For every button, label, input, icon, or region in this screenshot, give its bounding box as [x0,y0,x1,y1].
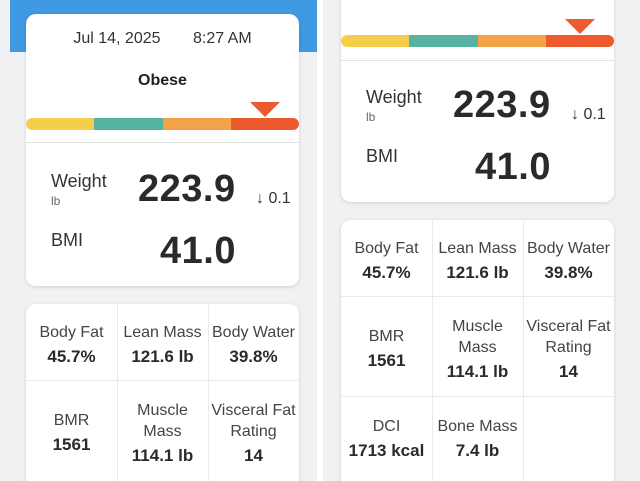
grid-line [432,220,433,481]
metric-bmr[interactable]: BMR 1561 [341,326,432,372]
metric-dci[interactable]: DCI 1713 kcal [341,416,432,462]
split-divider [317,0,323,481]
weight-label: Weight [366,87,422,107]
metric-value: 1561 [52,435,91,454]
left-panel: Jul 14, 2025 8:27 AM Obese Weight lb 223… [0,0,317,481]
scale-segment-normal [409,35,478,47]
metric-label: Visceral Fat Rating [526,318,611,356]
time-label: 8:27 AM [192,30,252,47]
metric-label: Body Water [212,324,295,341]
metric-lean-mass[interactable]: Lean Mass 121.6 lb [432,238,523,284]
metrics-card: Body Fat 45.7% Lean Mass 121.6 lb Body W… [341,220,614,481]
scale-segment-overweight [162,118,231,130]
metric-label: Body Water [527,240,610,257]
scale-segment-underweight [26,118,95,130]
metric-visceral-fat[interactable]: Visceral Fat Rating 14 [523,316,614,383]
weight-value: 223.9 [453,84,551,126]
metric-label: BMR [53,412,90,429]
metric-value: 114.1 lb [131,446,194,465]
grid-line [341,296,614,297]
metric-value: 7.4 lb [455,441,500,460]
metric-label: DCI [372,418,401,435]
card-divider [26,142,299,143]
metric-muscle-mass[interactable]: Muscle Mass 114.1 lb [117,400,208,467]
bmi-value: 41.0 [160,230,236,272]
metric-value: 14 [559,362,578,381]
bmi-scale-bar [26,118,299,130]
scale-segment-overweight [477,35,546,47]
metric-body-water[interactable]: Body Water 39.8% [208,322,299,368]
bmi-label: BMI [51,230,84,250]
scale-segment-obese [545,35,614,47]
metric-value: 1713 kcal [348,441,425,460]
bmi-value: 41.0 [475,146,551,188]
metric-label: Lean Mass [438,240,517,257]
weight-change: ↓ 0.1 [256,190,291,207]
scale-segment-underweight [341,35,410,47]
weight-change: ↓ 0.1 [571,106,606,123]
metric-value: 39.8% [544,263,593,282]
scale-marker-icon [565,19,595,34]
metric-label: Muscle Mass [452,318,503,356]
weight-value: 223.9 [138,168,236,210]
summary-card: Weight lb 223.9 ↓ 0.1 BMI 41.0 [341,0,614,202]
metric-value: 114.1 lb [446,362,509,381]
metric-muscle-mass[interactable]: Muscle Mass 114.1 lb [432,316,523,383]
metric-label: Body Fat [39,324,104,341]
grid-line [523,220,524,481]
metric-bmr[interactable]: BMR 1561 [26,410,117,456]
metric-value: 39.8% [229,347,278,366]
date-label: Jul 14, 2025 [73,30,161,47]
bmi-label: BMI [366,146,399,166]
summary-card: Jul 14, 2025 8:27 AM Obese Weight lb 223… [26,14,299,286]
grid-line [117,304,118,481]
weight-unit: lb [366,110,376,124]
card-divider [341,60,614,61]
scale-segment-obese [230,118,299,130]
weight-unit: lb [51,194,61,208]
metric-label: Bone Mass [437,418,518,435]
weight-label: Weight [51,171,107,191]
metric-label: Body Fat [354,240,419,257]
metric-label: Lean Mass [123,324,202,341]
metrics-card: Body Fat 45.7% Lean Mass 121.6 lb Body W… [26,304,299,481]
metric-value: 45.7% [362,263,411,282]
date-time-row: Jul 14, 2025 8:27 AM [26,30,299,48]
metric-label: Visceral Fat Rating [211,402,296,440]
metric-value: 45.7% [47,347,96,366]
grid-line [26,380,299,381]
metric-label: Muscle Mass [137,402,188,440]
metric-bone-mass[interactable]: Bone Mass 7.4 lb [432,416,523,462]
metric-body-water[interactable]: Body Water 39.8% [523,238,614,284]
right-panel: Weight lb 223.9 ↓ 0.1 BMI 41.0 Body Fat … [323,0,640,481]
metric-body-fat[interactable]: Body Fat 45.7% [341,238,432,284]
grid-line [341,396,614,397]
metric-label: BMR [368,328,405,345]
metric-value: 1561 [367,351,406,370]
scale-marker-icon [250,102,280,117]
metric-body-fat[interactable]: Body Fat 45.7% [26,322,117,368]
grid-line [208,304,209,481]
metric-value: 121.6 lb [446,263,509,282]
bmi-scale-bar [341,35,614,47]
status-label: Obese [138,72,187,89]
scale-segment-normal [94,118,163,130]
metric-value: 121.6 lb [131,347,194,366]
metric-lean-mass[interactable]: Lean Mass 121.6 lb [117,322,208,368]
metric-value: 14 [244,446,263,465]
metric-visceral-fat[interactable]: Visceral Fat Rating 14 [208,400,299,467]
